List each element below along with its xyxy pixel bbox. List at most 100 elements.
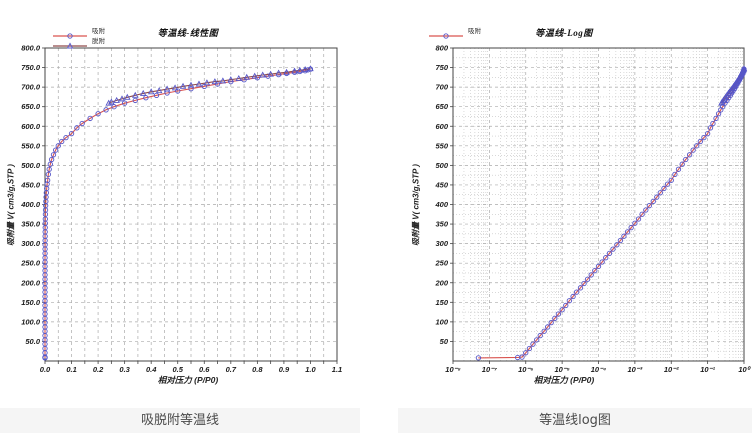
data-point-marker: [283, 68, 290, 75]
x-tick-label: 10⁻⁶: [518, 365, 533, 374]
x-tick-label: 0.1: [66, 365, 76, 374]
y-tick-label: 650.0: [21, 102, 41, 111]
data-point-marker: [132, 97, 138, 104]
adsorption-line-swatch: [52, 26, 88, 39]
adsorption-legend-label: 吸附: [92, 27, 105, 35]
data-point-marker: [621, 233, 627, 239]
y-tick-label: 200.0: [20, 278, 41, 287]
y-tick-label: 500: [435, 161, 448, 170]
y-tick-label: 800.0: [21, 44, 41, 53]
log-chart-title: 等温线-Log图: [535, 28, 593, 38]
linear-chart-canvas: 0.0 0.1 0.2 0.3 0.4 0.5 0.6 0.7 0.8 0.9 1.0 1.1 50.0…: [20, 44, 342, 375]
data-point-marker: [704, 131, 711, 137]
legend-swatch-graphic: [53, 33, 87, 39]
data-point-marker: [188, 86, 194, 92]
data-point-marker: [147, 88, 155, 95]
legend-item-desorption: 脱附: [52, 36, 105, 49]
data-point-marker: [195, 80, 203, 87]
data-point-marker: [108, 98, 115, 105]
data-point-marker: [646, 203, 653, 209]
y-tick-label: 600: [435, 122, 448, 131]
x-tick-label: 0.5: [173, 365, 184, 374]
legend-item-adsorption: 吸附: [428, 26, 481, 39]
data-point-marker: [740, 65, 748, 72]
linear-chart-title: 等温线-线性图: [157, 28, 219, 38]
y-tick-label: 50: [440, 337, 449, 346]
data-point-marker: [664, 181, 671, 187]
data-point-marker: [657, 190, 663, 196]
data-point-marker: [654, 194, 660, 200]
right-chart-caption: 等温线log图: [398, 408, 752, 433]
x-tick-label: 1.1: [332, 365, 342, 374]
data-point-marker: [614, 242, 620, 248]
data-point-marker: [555, 311, 562, 317]
desorption-series: [105, 65, 314, 106]
y-tick-label: 600.0: [21, 122, 41, 131]
data-point-marker: [686, 152, 693, 158]
data-point-marker: [707, 125, 714, 131]
log-x-axis-label: 相对压力 (P/P0): [533, 375, 595, 385]
y-tick-label: 550.0: [21, 141, 41, 150]
data-point-marker: [606, 250, 613, 257]
data-point-marker: [52, 147, 59, 153]
y-tick-label: 350: [435, 220, 448, 229]
data-point-marker: [588, 272, 594, 278]
data-point-marker: [661, 185, 667, 192]
data-point-marker: [66, 42, 74, 49]
data-point-marker: [643, 207, 649, 213]
panel-isotherm-log: 吸附 等温线-Log图 10⁻⁸ 10⁻⁷ 10⁻⁶ 10⁻⁵ 10⁻⁴ 10⁻³ 10⁻²…: [376, 0, 752, 400]
data-point-marker: [526, 345, 533, 352]
data-point-marker: [650, 198, 656, 205]
y-tick-label: 400: [434, 200, 448, 209]
x-tick-label: 0.7: [226, 365, 237, 374]
data-point-marker: [50, 152, 57, 158]
legend-item-adsorption: 吸附: [52, 26, 105, 39]
linear-legend: 吸附 脱附: [52, 26, 105, 49]
data-point-marker: [179, 82, 187, 89]
adsorption-line-swatch: [428, 26, 464, 39]
data-point-marker: [227, 76, 235, 83]
data-point-marker: [45, 177, 51, 183]
y-tick-label: 400.0: [20, 200, 41, 209]
data-point-marker: [679, 161, 685, 167]
axis-ticks: [450, 47, 745, 364]
data-point-marker: [103, 107, 109, 113]
desorption-line-swatch: [52, 36, 88, 49]
tick-labels: 0.0 0.1 0.2 0.3 0.4 0.5 0.6 0.7 0.8 0.9 1.0 1.1 50.0…: [20, 44, 342, 375]
data-point-marker: [291, 67, 298, 74]
data-point-marker: [592, 267, 598, 274]
data-point-marker: [566, 298, 573, 304]
data-point-marker: [563, 302, 569, 309]
data-point-marker: [301, 65, 309, 72]
data-point-marker: [530, 341, 536, 347]
panel-isotherm-linear: 吸附 脱附 等温线-线性图 0.0 0.1 0.2 0.3 0.4 0.5 0.6 0.7 0.…: [0, 0, 376, 400]
linear-x-axis-label: 相对压力 (P/P0): [157, 375, 219, 385]
y-tick-label: 550: [435, 141, 448, 150]
data-point-marker: [595, 263, 602, 269]
x-tick-label: 0.3: [119, 365, 130, 374]
y-tick-label: 350.0: [21, 220, 41, 229]
data-point-marker: [46, 166, 52, 172]
data-point-marker: [235, 74, 243, 81]
data-point-marker: [267, 70, 274, 77]
data-point-marker: [617, 237, 624, 244]
data-point-marker: [187, 81, 195, 88]
data-point-marker: [534, 337, 540, 343]
data-point-marker: [59, 138, 65, 145]
y-tick-label: 50.0: [25, 337, 40, 346]
data-point-marker: [211, 78, 219, 85]
data-point-marker: [710, 120, 716, 127]
y-tick-label: 100: [435, 317, 448, 326]
data-point-marker: [111, 104, 117, 110]
data-point-marker: [251, 72, 258, 79]
data-point-marker: [203, 79, 211, 86]
data-point-marker: [63, 134, 69, 141]
data-point-marker: [537, 332, 543, 339]
x-tick-label: 0.4: [146, 365, 157, 374]
data-point-marker: [443, 33, 449, 39]
data-point-marker: [668, 177, 674, 183]
data-point-marker: [552, 315, 558, 322]
data-point-marker: [559, 307, 565, 313]
data-point-marker: [544, 324, 551, 330]
x-tick-label: 10⁻²: [664, 365, 679, 374]
